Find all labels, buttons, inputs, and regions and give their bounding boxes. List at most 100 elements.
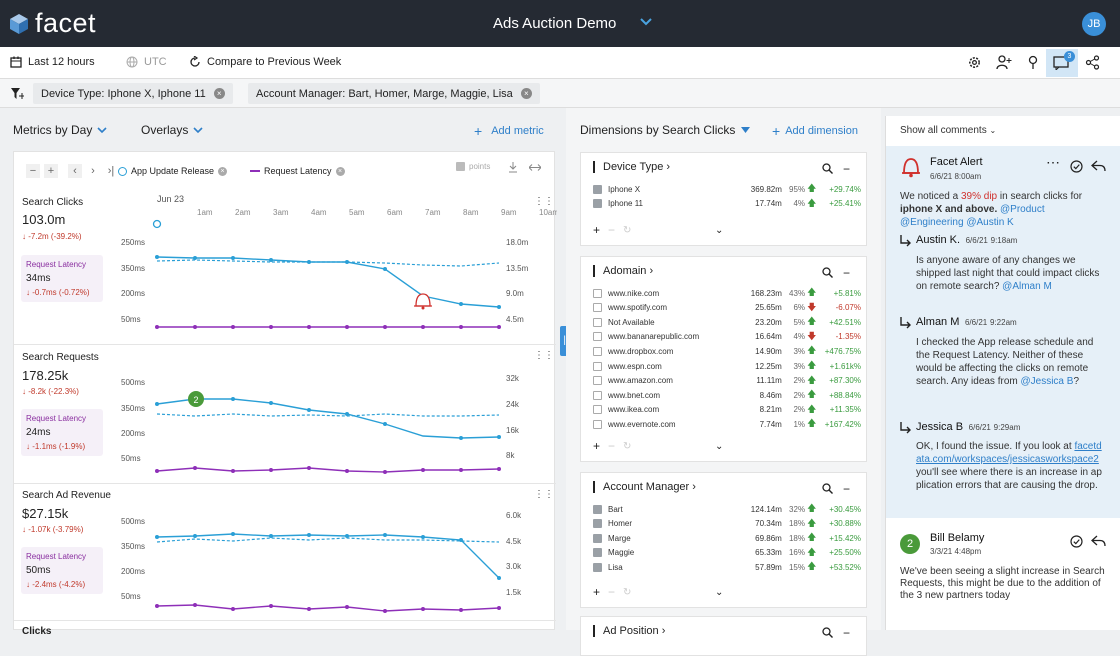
dimension-row[interactable]: www.espn.com 12.25m 3% 🡅 +1.61k% [593,359,861,373]
row-checkbox[interactable] [593,317,602,327]
dimension-title[interactable]: Adomain › [593,265,653,277]
dimension-row[interactable]: www.evernote.com 7.74m 1% 🡅 +167.42% [593,417,861,431]
points-toggle[interactable]: points [456,162,490,171]
dimension-row[interactable]: www.bnet.com 8.46m 2% 🡅 +88.84% [593,388,861,402]
chevron-down-icon[interactable]: ⌄ [715,224,724,236]
expand-icon[interactable] [529,164,541,171]
collapse-button[interactable]: − [843,626,851,640]
legend-release[interactable]: App Update Release × [118,166,228,176]
last-button[interactable]: ›| [107,165,115,177]
collapse-button[interactable]: − [843,482,851,496]
dimension-row[interactable]: Not Available 23.20m 5% 🡅 +42.51% [593,315,861,329]
resolve-check-icon[interactable] [1070,535,1083,548]
mention-link[interactable]: @Product [1000,204,1045,215]
next-button[interactable]: › [91,165,95,177]
add-row-button[interactable]: + [593,585,601,599]
dimensions-title-dropdown[interactable]: Dimensions by Search Clicks [580,123,751,137]
close-icon[interactable]: × [213,88,225,99]
app-title[interactable]: Ads Auction Demo [493,15,617,32]
row-checkbox[interactable] [593,288,602,298]
row-checkbox[interactable] [593,361,602,371]
alert-bell-icon[interactable] [414,293,432,310]
chevron-down-icon[interactable]: ⌄ [715,440,724,452]
logo[interactable]: facet [9,8,96,39]
remove-row-button[interactable]: − [608,439,616,453]
overlays-dropdown[interactable]: Overlays [141,123,203,137]
row-checkbox[interactable] [593,303,602,313]
close-icon[interactable]: × [218,166,228,176]
collapse-button[interactable]: − [843,162,851,176]
gear-icon[interactable] [967,55,982,70]
dimension-row[interactable]: www.ikea.com 8.21m 2% 🡅 +11.35% [593,403,861,417]
zoom-in-button[interactable]: + [44,164,58,178]
drag-handle-icon[interactable]: ⋮⋮ [534,350,554,361]
remove-row-button[interactable]: − [608,223,616,237]
dimension-row[interactable]: Iphone X 369.82m 95% 🡅 +29.74% [593,182,861,196]
collapse-button[interactable]: − [843,266,851,280]
dimension-row[interactable]: www.bananarepublic.com 16.64m 4% 🡇 -1.35% [593,330,861,344]
show-all-comments-dropdown[interactable]: Show all comments ⌄ [900,125,996,136]
more-icon[interactable]: ⋯ [1046,154,1060,170]
download-icon[interactable] [508,162,518,173]
reply-icon[interactable] [1091,160,1106,172]
dimension-row[interactable]: Lisa 57.89m 15% 🡅 +53.52% [593,560,861,574]
search-icon[interactable] [822,627,833,638]
dimension-row[interactable]: www.dropbox.com 14.90m 3% 🡅 +476.75% [593,344,861,358]
dimension-title[interactable]: Account Manager › [593,481,696,493]
dimension-row[interactable]: www.spotify.com 25.65m 6% 🡇 -6.07% [593,301,861,315]
row-checkbox[interactable] [593,533,602,543]
search-icon[interactable] [822,483,833,494]
mention-link[interactable]: @Engineering [900,217,964,228]
mention-link[interactable]: @Austin K [966,217,1014,228]
dimension-row[interactable]: Marge 69.86m 18% 🡅 +15.42% [593,531,861,545]
dimension-row[interactable]: Iphone 11 17.74m 4% 🡅 +25.41% [593,197,861,211]
row-checkbox[interactable] [593,332,602,342]
dimension-title[interactable]: Device Type › [593,161,670,173]
close-icon[interactable]: × [335,166,345,176]
dimension-row[interactable]: www.nike.com 168.23m 43% 🡅 +5.81% [593,286,861,300]
chevron-down-icon[interactable]: ⌄ [715,586,724,598]
reset-icon[interactable]: ↻ [623,440,632,452]
time-range-button[interactable]: Last 12 hours [10,56,95,68]
pin-icon[interactable] [1027,55,1039,70]
row-checkbox[interactable] [593,562,602,572]
row-checkbox[interactable] [593,199,602,209]
comment-marker[interactable] [188,391,204,407]
compare-button[interactable]: Compare to Previous Week [189,56,341,68]
release-marker[interactable] [152,219,162,229]
row-checkbox[interactable] [593,419,602,429]
dimension-row[interactable]: Homer 70.34m 18% 🡅 +30.88% [593,517,861,531]
workspace-link[interactable]: facetdata.com/workspaces/jessicasworkspa… [916,441,1102,465]
row-checkbox[interactable] [593,346,602,356]
drag-handle-icon[interactable]: ⋮⋮ [534,489,554,500]
zoom-out-button[interactable]: − [26,164,40,178]
legend-latency[interactable]: Request Latency × [250,166,345,176]
comments-toggle[interactable]: 3 [1046,49,1078,77]
timezone-button[interactable]: UTC [126,56,167,68]
add-user-icon[interactable] [996,55,1012,70]
filter-chip-account[interactable]: Account Manager: Bart, Homer, Marge, Mag… [248,83,540,104]
remove-row-button[interactable]: − [608,585,616,599]
prev-button[interactable]: ‹ [68,164,82,178]
reply-icon[interactable] [1091,535,1106,547]
row-checkbox[interactable] [593,184,602,194]
add-row-button[interactable]: + [593,439,601,453]
row-checkbox[interactable] [593,519,602,529]
add-metric-button[interactable]: + Add metric [474,123,544,139]
row-checkbox[interactable] [593,390,602,400]
dimension-row[interactable]: Bart 124.14m 32% 🡅 +30.45% [593,502,861,516]
metrics-by-day-dropdown[interactable]: Metrics by Day [13,123,107,137]
row-checkbox[interactable] [593,548,602,558]
row-checkbox[interactable] [593,376,602,386]
filter-add-icon[interactable] [10,87,24,100]
resolve-check-icon[interactable] [1070,160,1083,173]
mention-link[interactable]: @Jessica B [1020,376,1074,387]
close-icon[interactable]: × [520,88,532,99]
drag-handle-icon[interactable]: ⋮⋮ [534,196,554,207]
filter-chip-device[interactable]: Device Type: Iphone X, Iphone 11 × [33,83,233,104]
add-dimension-button[interactable]: + Add dimension [772,123,858,139]
reset-icon[interactable]: ↻ [623,586,632,598]
reset-icon[interactable]: ↻ [623,224,632,236]
mention-link[interactable]: @Alman M [1002,281,1052,292]
dimension-row[interactable]: Maggie 65.33m 16% 🡅 +25.50% [593,546,861,560]
